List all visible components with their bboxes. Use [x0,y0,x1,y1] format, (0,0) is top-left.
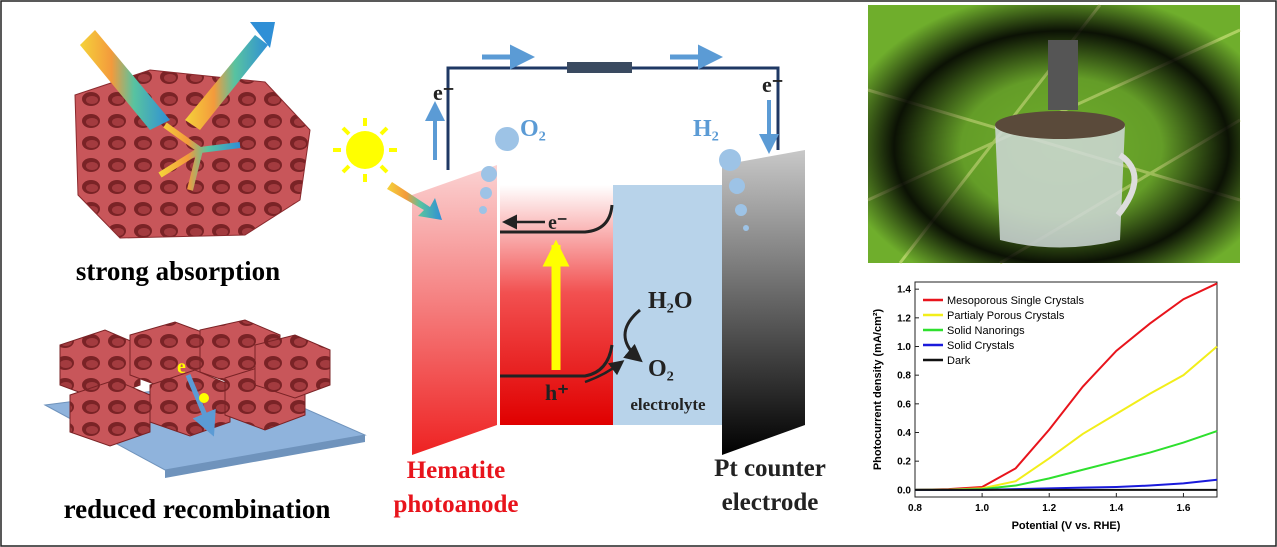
species-label: O₂ [648,356,674,382]
crystal-film [43,319,367,478]
legend-label: Mesoporous Single Crystals [947,295,1084,307]
caption: strong absorption [76,256,280,286]
hole-label: h⁺ [545,380,569,405]
electrolyte-label: electrolyte [630,395,706,414]
species-label: H₂O [648,288,693,314]
gas-label: O₂ [520,116,546,142]
legend-label: Dark [947,355,971,367]
y-axis-label: Photocurrent density (mA/cm²) [872,308,884,470]
y-tick-label: 0.4 [897,428,911,439]
y-tick-label: 0.0 [897,485,911,496]
photo [867,4,1241,265]
electron-label: e [177,356,186,378]
y-tick-label: 1.4 [897,285,911,296]
y-tick-label: 0.6 [897,399,911,410]
electrode-label: photoanode [393,491,518,518]
y-tick-label: 0.8 [897,371,911,382]
chart: 0.8 1.0 1.2 1.4 1.6 0.0 0.2 0.4 0.6 0.8 1.0 1.2 1.4 P… [872,281,1218,532]
electrode-label: Pt counter [714,455,826,482]
x-tick-label: 1.6 [1176,503,1190,514]
legend-label: Solid Crystals [947,340,1015,352]
x-tick-label: 1.4 [1109,503,1123,514]
electron-label: e⁻ [762,72,783,97]
electrode-label: Hematite [407,457,506,484]
caption: reduced recombination [64,494,331,524]
legend-label: Solid Nanorings [947,325,1025,337]
x-tick-label: 1.2 [1042,503,1056,514]
x-axis-label: Potential (V vs. RHE) [1012,520,1121,532]
y-tick-label: 1.0 [897,342,911,353]
x-tick-label: 1.0 [975,503,989,514]
cell [333,44,805,455]
electrode-label: electrode [722,489,819,516]
x-tick-label: 0.8 [908,503,922,514]
electron-label: e⁻ [433,80,454,105]
y-tick-label: 1.2 [897,313,911,324]
legend-label: Partialy Porous Crystals [947,310,1065,322]
porous-crystal [74,22,311,239]
gas-label: H₂ [693,116,719,142]
plot-area [914,281,1218,498]
y-tick-label: 0.2 [897,457,911,468]
electron-label: e⁻ [548,212,567,234]
